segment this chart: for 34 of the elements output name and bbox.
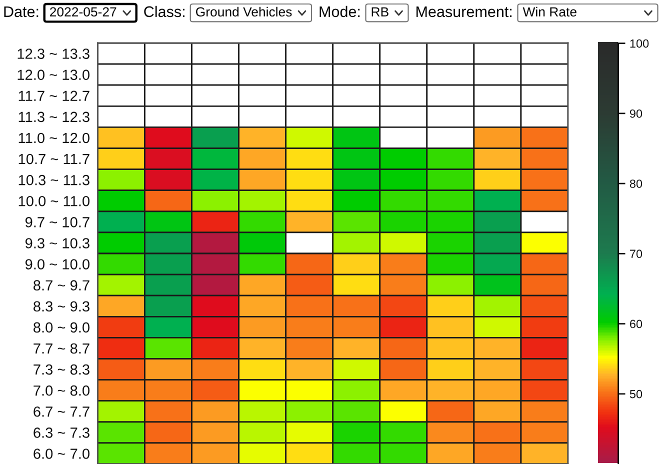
y-tick-label: 7.7 ~ 8.7 <box>34 343 90 354</box>
y-tick-label: 6.7 ~ 7.7 <box>34 406 90 417</box>
y-tick-label: 10.0 ~ 11.0 <box>18 196 90 206</box>
text: Ground Vehicles <box>196 6 292 17</box>
y-tick-label: 11.0 ~ 12.0 <box>18 132 90 144</box>
color-bar-label: 90 <box>630 109 642 118</box>
color-bar-label: 60 <box>630 320 642 328</box>
text: Measurement: <box>416 6 512 18</box>
y-tick-label: 12.0 ~ 13.0 <box>18 70 90 80</box>
y-tick-label: 6.3 ~ 7.3 <box>34 428 90 438</box>
y-tick-label: 9.3 ~ 10.3 <box>25 238 90 248</box>
y-tick-label: 7.0 ~ 8.0 <box>34 385 90 396</box>
y-tick-label: 12.3 ~ 13.3 <box>18 48 90 59</box>
y-tick-label: 6.0 ~ 7.0 <box>34 448 90 459</box>
text: Mode: <box>320 6 360 18</box>
y-tick-label: 10.7 ~ 11.7 <box>18 154 90 164</box>
y-tick-label: 10.3 ~ 11.3 <box>18 174 90 186</box>
text: RB <box>372 7 388 16</box>
y-tick-label: 8.0 ~ 9.0 <box>34 322 90 333</box>
color-bar-label: 80 <box>630 180 642 188</box>
y-tick-label: 8.7 ~ 9.7 <box>34 280 90 291</box>
text: 2022-05-27 <box>50 7 116 17</box>
y-tick-label: 9.0 ~ 10.0 <box>25 259 90 270</box>
y-tick-label: 9.7 ~ 10.7 <box>25 217 90 228</box>
text: Win Rate <box>522 6 576 17</box>
color-bar-label: 100 <box>630 39 649 48</box>
color-bar-label: 50 <box>630 390 642 398</box>
color-bar-label: 70 <box>630 250 642 258</box>
y-tick-label: 7.3 ~ 8.3 <box>34 364 90 375</box>
text: Date: <box>4 6 38 18</box>
y-tick-label: 11.7 ~ 12.7 <box>18 90 90 101</box>
y-tick-label: 8.3 ~ 9.3 <box>34 301 90 312</box>
y-tick-label: 11.3 ~ 12.3 <box>18 112 90 122</box>
text: Class: <box>144 6 184 18</box>
